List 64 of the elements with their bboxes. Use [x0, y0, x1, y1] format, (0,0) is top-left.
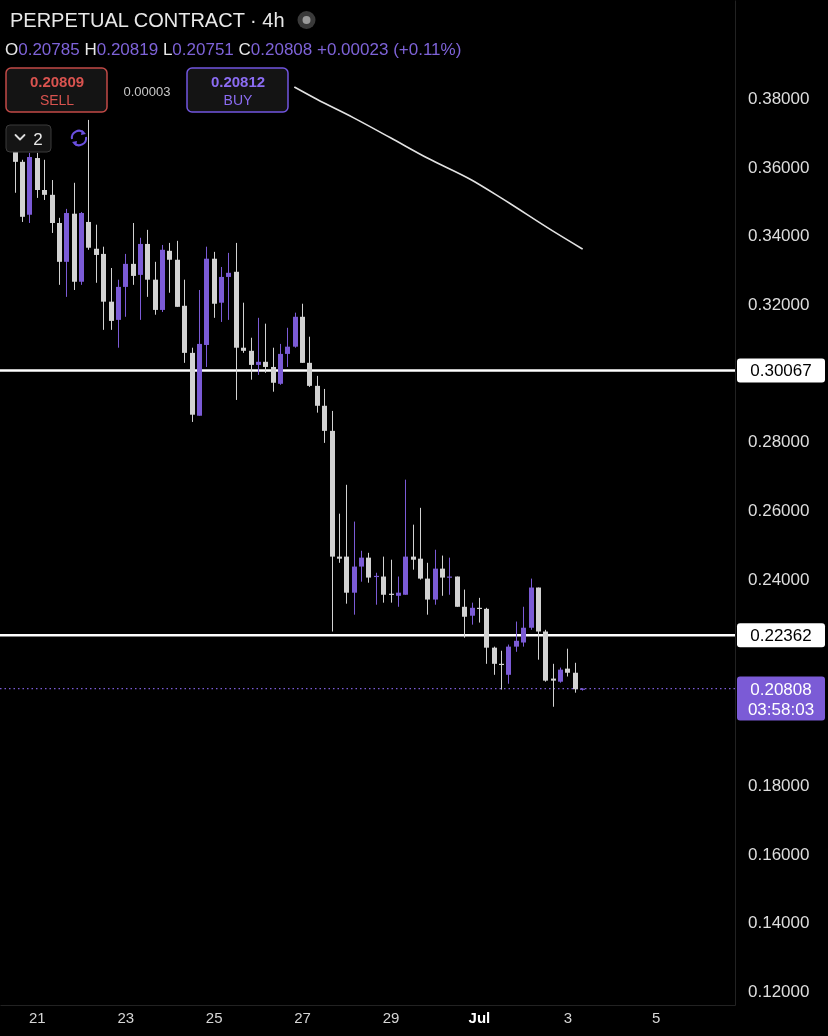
candlestick	[565, 648, 570, 678]
candlestick	[381, 556, 386, 604]
x-tick-label: 29	[382, 1008, 400, 1026]
candlestick	[241, 302, 246, 354]
candlestick	[109, 267, 114, 331]
y-tick-label: 0.38000	[748, 88, 810, 108]
candlestick	[440, 555, 445, 597]
text: 03:58:03	[747, 699, 815, 719]
x-tick-label: Jul	[468, 1008, 491, 1026]
candlestick	[131, 222, 136, 286]
candlestick	[42, 159, 47, 201]
ref-line-label: 0.30067	[750, 361, 812, 381]
candlestick	[285, 327, 290, 368]
candlestick	[470, 602, 475, 626]
text: O0.20785 H0.20819 L0.20751 C0.20808 +0.00023 (+0.11%)	[5, 40, 462, 59]
candlestick	[167, 242, 172, 294]
y-tick-label: 0.26000	[748, 501, 810, 521]
candlestick	[396, 576, 401, 608]
y-tick-label: 0.24000	[748, 569, 810, 589]
candlestick	[263, 323, 268, 374]
annotation: SELL	[39, 92, 75, 108]
annotation: 2	[33, 130, 43, 149]
candlestick	[521, 606, 526, 648]
annotation: 0.20809	[29, 73, 85, 90]
chart-title: PERPETUAL CONTRACT · 4h	[10, 9, 285, 31]
ref-line-label: 0.22362	[750, 626, 812, 646]
y-tick-label: 0.14000	[748, 913, 810, 933]
candlestick	[411, 524, 416, 571]
x-tick-label: 5	[652, 1008, 661, 1026]
y-tick-label: 0.36000	[748, 157, 810, 177]
candlestick	[315, 375, 320, 414]
candlestick	[307, 336, 312, 388]
x-tick-label: 25	[205, 1008, 223, 1026]
annotation: 0.00003	[123, 84, 171, 99]
candlestick	[94, 224, 99, 284]
candlestick	[256, 317, 261, 376]
candlestick	[425, 562, 430, 616]
candlestick	[551, 663, 556, 708]
ref-line-label: 0.20808	[750, 679, 812, 699]
candlestick	[462, 589, 467, 639]
candlestick	[514, 621, 519, 653]
y-tick-label: 0.12000	[748, 982, 810, 1002]
annotation: BUY	[223, 92, 254, 108]
y-tick-label: 0.32000	[748, 295, 810, 315]
candlestick	[418, 507, 423, 581]
y-tick-label: 0.28000	[748, 432, 810, 452]
candlestick	[359, 550, 364, 583]
candlestick	[123, 253, 128, 318]
candlestick	[226, 252, 231, 321]
candlestick	[13, 151, 18, 194]
y-tick-label: 0.16000	[748, 844, 810, 864]
x-tick-label: 3	[563, 1008, 573, 1026]
candlestick	[337, 513, 342, 564]
candlestick	[271, 347, 276, 393]
candlestick	[366, 552, 371, 584]
candlestick	[573, 662, 578, 694]
x-tick-label: 21	[29, 1008, 46, 1026]
y-tick-label: 0.18000	[748, 776, 810, 796]
y-tick-label: 0.34000	[748, 226, 810, 246]
x-tick-label: 27	[294, 1008, 311, 1026]
candlestick	[492, 646, 497, 676]
candlestick	[249, 337, 254, 381]
annotation: 0.20812	[210, 73, 266, 90]
x-tick-label: 23	[117, 1008, 135, 1026]
